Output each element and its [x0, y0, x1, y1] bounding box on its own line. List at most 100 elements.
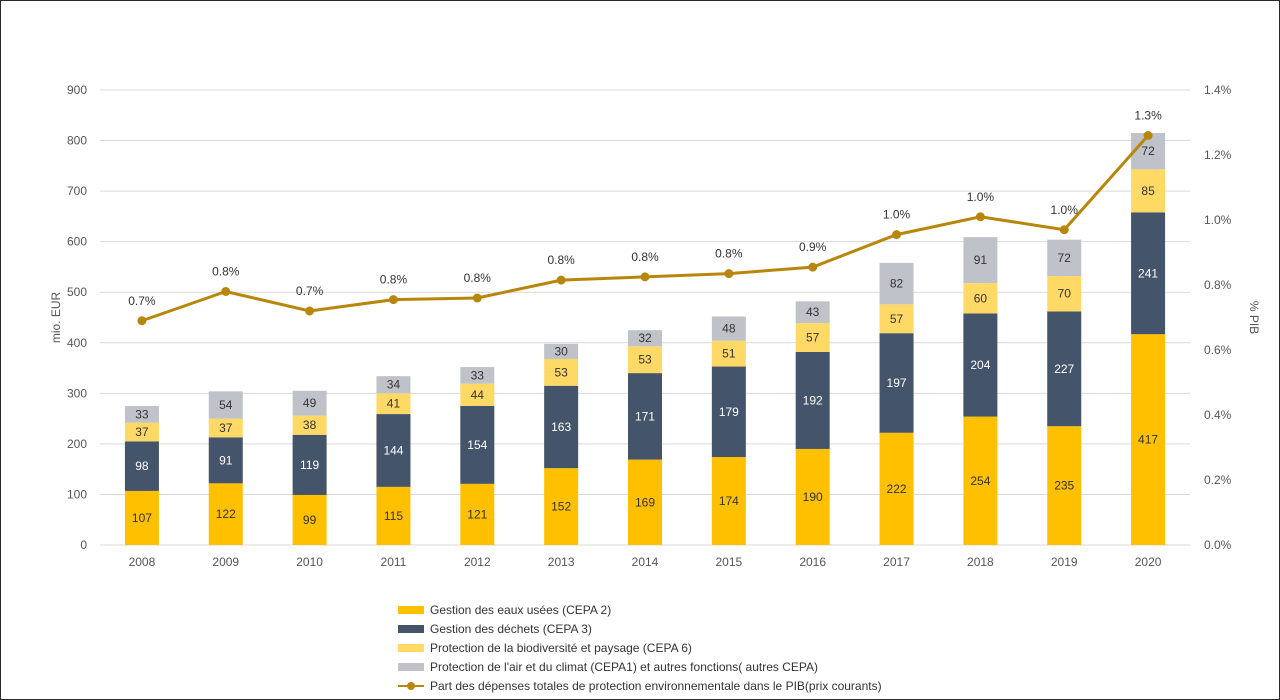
bar-value-label: 44	[471, 388, 485, 402]
gdp-share-point	[640, 272, 650, 282]
gdp-share-label: 0.8%	[464, 271, 492, 285]
bar-value-label: 171	[635, 409, 655, 423]
bar-value-label: 144	[383, 443, 403, 457]
y-tick-label: 700	[67, 184, 87, 198]
bar-segment	[544, 385, 579, 469]
bar-value-label: 91	[219, 453, 233, 467]
y2-tick-label: 1.0%	[1204, 213, 1232, 227]
bar-value-label: 53	[554, 365, 568, 379]
bar-value-label: 121	[467, 507, 487, 521]
bar-segment	[376, 376, 411, 394]
y-tick-label: 900	[67, 83, 87, 97]
y2-tick-label: 1.4%	[1204, 83, 1232, 97]
bar-segment	[292, 390, 327, 416]
x-tick-label: 2013	[548, 555, 575, 569]
bar-segment	[1047, 276, 1082, 312]
bar-segment	[711, 457, 746, 545]
bar-segment	[1047, 426, 1082, 545]
bar-segment	[124, 441, 159, 491]
gdp-share-label: 0.9%	[799, 240, 827, 254]
bar-segment	[376, 486, 411, 545]
bar-value-label: 70	[1058, 287, 1072, 301]
bar-segment	[208, 437, 243, 484]
bar-value-label: 222	[887, 482, 907, 496]
y2-tick-label: 0.6%	[1204, 343, 1232, 357]
y-tick-label: 0	[80, 538, 87, 552]
bar-segment	[208, 418, 243, 438]
bar-segment	[376, 414, 411, 487]
bar-value-label: 179	[719, 405, 739, 419]
legend-swatch	[398, 662, 424, 671]
bar-segment	[795, 448, 830, 545]
bar-value-label: 417	[1138, 433, 1158, 447]
bar-value-label: 227	[1054, 362, 1074, 376]
gdp-share-point	[388, 295, 398, 305]
bar-segment	[1131, 334, 1166, 545]
gdp-share-point	[221, 287, 231, 296]
bar-segment	[124, 422, 159, 442]
legend-label: Protection de la biodiversité et paysage…	[430, 640, 692, 655]
bar-segment	[292, 415, 327, 435]
bar-segment	[879, 304, 914, 334]
bar-segment	[628, 459, 662, 545]
legend-item: Part des dépenses totales de protection …	[398, 676, 882, 695]
bar-segment	[1047, 239, 1082, 277]
bar-segment	[460, 405, 495, 484]
bar-segment	[963, 283, 998, 314]
gdp-share-label: 1.0%	[967, 190, 995, 204]
bar-segment	[711, 340, 746, 367]
gdp-share-label: 1.0%	[883, 208, 911, 222]
stacked-bar-line-chart: 0 100 200 300 400 500 600 700 800 900 0.0% 0.2% 0.4%…	[49, 83, 1261, 569]
x-tick-label: 2017	[883, 555, 910, 569]
gdp-share-label: 0.8%	[547, 253, 575, 267]
bar-segment	[292, 434, 327, 495]
gdp-share-point	[1143, 131, 1153, 140]
gdp-share-label: 0.7%	[128, 294, 156, 308]
gdp-share-point	[1059, 225, 1069, 235]
bar-segment	[460, 483, 495, 545]
bar-value-label: 57	[806, 330, 820, 344]
bar-segment	[1131, 169, 1166, 213]
bar-value-label: 60	[974, 291, 988, 305]
gdp-share-label: 1.3%	[1134, 109, 1162, 123]
bar-value-label: 48	[722, 322, 736, 336]
bar-value-label: 107	[132, 511, 152, 525]
bar-segment	[1131, 212, 1166, 335]
bar-segment	[124, 490, 159, 545]
y-tick-label: 200	[67, 437, 87, 451]
y2-tick-label: 0.2%	[1204, 473, 1232, 487]
gdp-share-point	[556, 275, 566, 285]
legend-swatch	[398, 605, 424, 614]
bar-segment	[879, 333, 914, 433]
gdp-share-point	[975, 212, 985, 222]
bar-segment	[376, 393, 411, 415]
x-tick-label: 2016	[799, 555, 826, 569]
y2-axis-label: % PIB	[1247, 301, 1261, 334]
bar-value-label: 235	[1054, 479, 1074, 493]
x-tick-label: 2011	[381, 555, 407, 569]
bar-segment	[963, 416, 998, 545]
x-tick-label: 2008	[129, 555, 156, 569]
bar-value-label: 152	[551, 500, 571, 514]
bar-value-label: 98	[135, 459, 149, 473]
bar-value-label: 72	[1058, 251, 1072, 265]
bar-value-label: 54	[219, 398, 233, 412]
chart-legend: Gestion des eaux usées (CEPA 2) Gestion d…	[398, 600, 882, 695]
legend-item: Protection de la biodiversité et paysage…	[398, 638, 882, 657]
legend-swatch	[398, 624, 424, 633]
bar-value-label: 49	[303, 396, 317, 410]
bar-value-label: 37	[135, 425, 149, 439]
bar-value-label: 32	[638, 331, 652, 345]
bar-segment	[879, 432, 914, 545]
bar-segment	[628, 346, 662, 374]
bar-value-label: 163	[551, 420, 571, 434]
gdp-share-label: 0.8%	[212, 265, 240, 279]
gdp-share-point	[305, 306, 315, 316]
x-tick-label: 2015	[715, 555, 742, 569]
bar-value-label: 33	[471, 368, 485, 382]
gdp-share-label: 1.0%	[1051, 203, 1079, 217]
gdp-share-label: 0.8%	[715, 247, 743, 261]
bar-value-label: 82	[890, 277, 904, 291]
bar-value-label: 119	[300, 458, 319, 472]
y2-tick-label: 0.4%	[1204, 408, 1232, 422]
